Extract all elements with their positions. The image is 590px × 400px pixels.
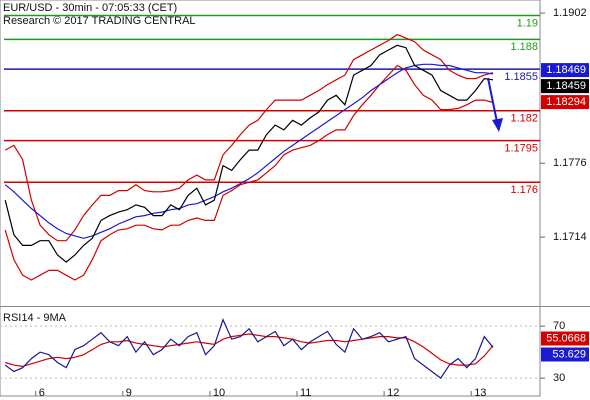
level-label: 1.188 — [510, 41, 538, 53]
price-tag-label: 1.18294 — [546, 96, 586, 108]
series-line — [4, 44, 494, 263]
chart-subtitle: Research © 2017 TRADING CENTRAL — [3, 15, 196, 27]
x-tick-label: 11 — [300, 387, 311, 399]
series-line — [4, 63, 494, 239]
x-tick-label: 12 — [387, 387, 399, 399]
y-tick-label: 70 — [553, 320, 565, 332]
series-line — [4, 33, 494, 242]
y-tick-label: 1.1776 — [553, 157, 587, 169]
rsi-title: RSI14 - 9MA — [3, 312, 67, 324]
chart-title: EUR/USD - 30min - 07:05:33 (CET) — [3, 2, 177, 14]
price-tag-label: 53.629 — [552, 348, 586, 360]
price-tag — [541, 331, 589, 346]
level-label: 1.19 — [517, 17, 538, 29]
price-tag-label: 1.18469 — [546, 64, 586, 76]
x-tick-label: 10 — [213, 387, 225, 399]
level-label: 1.176 — [510, 184, 538, 196]
price-tag-label: 1.18459 — [546, 80, 586, 92]
plot-frame — [0, 0, 541, 397]
level-label: 1.1855 — [504, 71, 538, 83]
price-tag-label: 55.0668 — [546, 332, 586, 344]
arrow-shaft — [487, 77, 498, 123]
x-tick-label: 13 — [474, 387, 486, 399]
series-line — [4, 64, 494, 281]
series-line — [4, 318, 494, 379]
price-tag — [541, 95, 589, 110]
y-tick-label: 30 — [553, 372, 565, 384]
level-label: 1.182 — [510, 113, 538, 125]
level-label: 1.1795 — [504, 142, 538, 154]
forecast-arrow — [487, 77, 503, 132]
series-line — [5, 333, 494, 368]
x-tick-label: 6 — [39, 387, 45, 399]
y-tick-label: 1.1714 — [553, 231, 587, 243]
price-tag — [541, 347, 589, 362]
arrow-head — [492, 118, 503, 132]
x-tick-label: 9 — [126, 387, 132, 399]
price-tag — [541, 79, 589, 94]
price-tag — [541, 63, 589, 78]
y-tick-label: 1.1902 — [553, 7, 587, 19]
